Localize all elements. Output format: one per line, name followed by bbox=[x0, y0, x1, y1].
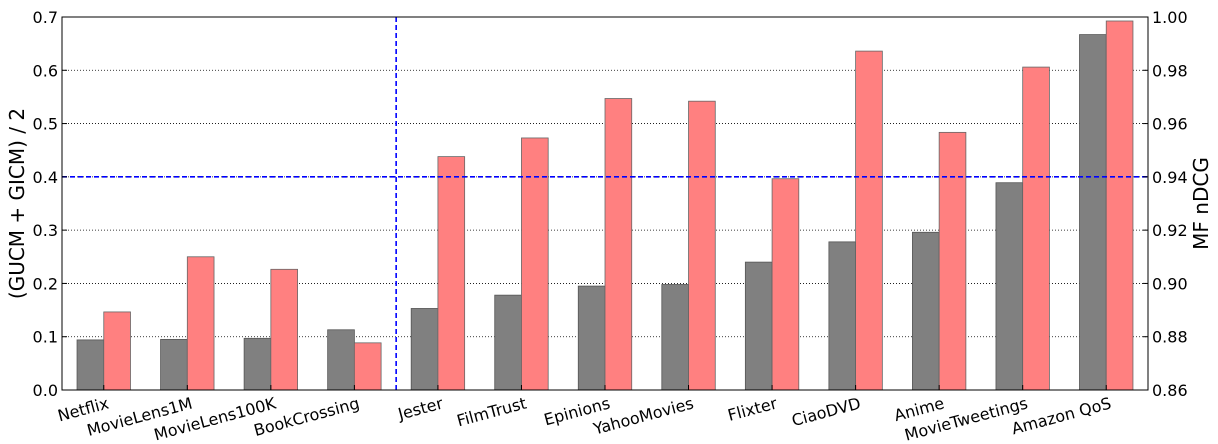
left-tick-label: 0.5 bbox=[33, 115, 58, 134]
bar-right-axis bbox=[1105, 20, 1134, 391]
bar-right-axis bbox=[938, 131, 967, 391]
left-tick-label: 0.1 bbox=[33, 328, 58, 347]
bar-right-axis bbox=[688, 100, 716, 391]
bar-right-axis bbox=[103, 311, 131, 391]
left-axis-ticks: 0.0 0.1 0.2 0.3 0.4 0.5 0.6 0.7 bbox=[33, 8, 67, 400]
bar-left-axis bbox=[1079, 34, 1107, 391]
bar-right-axis bbox=[353, 342, 382, 391]
bar-left-axis bbox=[577, 285, 606, 391]
right-axis-title: MF nDCG bbox=[1189, 157, 1213, 250]
bar-right-axis bbox=[855, 50, 883, 391]
left-tick-label: 0.6 bbox=[33, 61, 58, 80]
left-tick-label: 0.2 bbox=[33, 274, 58, 293]
plot-frame bbox=[61, 16, 1149, 391]
right-axis-ticks: 0.86 0.88 0.90 0.92 0.94 0.96 0.98 1.00 bbox=[1143, 8, 1188, 400]
bar-right-axis bbox=[437, 156, 466, 391]
bar-left-axis bbox=[160, 338, 188, 391]
left-tick-label: 0.7 bbox=[33, 8, 58, 27]
bar-right-axis bbox=[1022, 66, 1050, 391]
bar-left-axis bbox=[661, 284, 689, 391]
bar-right-axis bbox=[604, 98, 633, 391]
right-tick-label: 0.86 bbox=[1152, 381, 1188, 400]
right-tick-label: 0.90 bbox=[1152, 274, 1188, 293]
right-tick-label: 0.98 bbox=[1152, 61, 1188, 80]
right-tick-label: 0.94 bbox=[1152, 168, 1188, 187]
left-axis-title: (GUCM + GICM) / 2 bbox=[5, 108, 29, 299]
category-label: Jester bbox=[395, 393, 445, 424]
bar-right-axis bbox=[771, 178, 800, 391]
bar-left-axis bbox=[828, 241, 857, 391]
bar-right-axis bbox=[270, 268, 298, 391]
bar-left-axis bbox=[76, 339, 105, 391]
right-tick-label: 0.96 bbox=[1152, 115, 1188, 134]
left-tick-label: 0.3 bbox=[33, 221, 58, 240]
bar-left-axis bbox=[995, 182, 1024, 391]
bar-left-axis bbox=[912, 231, 940, 391]
bars bbox=[76, 20, 1134, 391]
bar-left-axis bbox=[243, 337, 272, 391]
category-label: Flixter bbox=[726, 393, 780, 424]
left-tick-label: 0.4 bbox=[33, 168, 58, 187]
right-tick-label: 0.92 bbox=[1152, 221, 1188, 240]
left-tick-label: 0.0 bbox=[33, 381, 58, 400]
right-tick-label: 0.88 bbox=[1152, 328, 1188, 347]
bar-right-axis bbox=[186, 256, 215, 391]
bar-left-axis bbox=[327, 329, 355, 391]
bar-left-axis bbox=[494, 294, 522, 391]
reference-lines bbox=[62, 17, 1148, 390]
right-tick-label: 1.00 bbox=[1152, 8, 1188, 27]
bar-left-axis bbox=[410, 308, 439, 391]
category-label: CiaoDVD bbox=[790, 394, 863, 431]
category-labels: NetflixMovieLens1MMovieLens100KBookCross… bbox=[56, 393, 1114, 444]
category-label: FilmTrust bbox=[455, 394, 529, 431]
bar-left-axis bbox=[744, 261, 773, 391]
bar-right-axis bbox=[521, 137, 549, 391]
